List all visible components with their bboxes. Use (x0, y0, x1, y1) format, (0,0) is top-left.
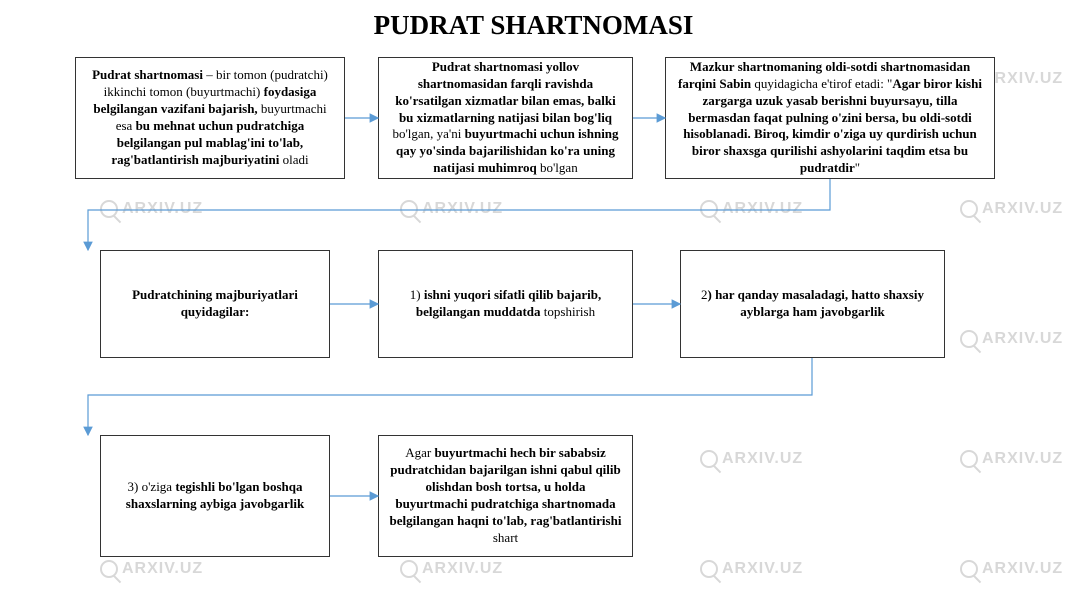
magnifier-icon (400, 200, 418, 218)
magnifier-icon (700, 450, 718, 468)
watermark-text: ARXIV.UZ (722, 200, 803, 218)
box-content: Pudrat shartnomasi – bir tomon (pudratch… (86, 67, 334, 168)
watermark-text: ARXIV.UZ (722, 560, 803, 578)
box-difference-oldisotdi: Mazkur shartnomaning oldi-sotdi shartnom… (665, 57, 995, 179)
watermark: ARXIV.UZ (960, 200, 1063, 218)
connector-elbow (88, 179, 830, 250)
box-content: 3) o'ziga tegishli bo'lgan boshqa shaxsl… (111, 479, 319, 513)
watermark-text: ARXIV.UZ (422, 200, 503, 218)
watermark-text: ARXIV.UZ (982, 450, 1063, 468)
magnifier-icon (700, 560, 718, 578)
box-obligation-1: 1) ishni yuqori sifatli qilib bajarib, b… (378, 250, 633, 358)
watermark: ARXIV.UZ (960, 560, 1063, 578)
watermark-text: ARXIV.UZ (122, 560, 203, 578)
watermark: ARXIV.UZ (100, 200, 203, 218)
watermark: ARXIV.UZ (960, 330, 1063, 348)
watermark: ARXIV.UZ (700, 200, 803, 218)
magnifier-icon (960, 330, 978, 348)
watermark: ARXIV.UZ (700, 450, 803, 468)
page-title: PUDRAT SHARTNOMASI (0, 10, 1067, 41)
magnifier-icon (960, 560, 978, 578)
magnifier-icon (700, 200, 718, 218)
box-content: 2) har qanday masaladagi, hatto shaxsiy … (691, 287, 934, 321)
connector-elbow (88, 358, 812, 435)
box-content: Pudratchining majburiyatlari quyidagilar… (111, 287, 319, 321)
watermark-text: ARXIV.UZ (722, 450, 803, 468)
watermark-text: ARXIV.UZ (982, 330, 1063, 348)
box-obligations-header: Pudratchining majburiyatlari quyidagilar… (100, 250, 330, 358)
watermark: ARXIV.UZ (960, 450, 1063, 468)
magnifier-icon (100, 200, 118, 218)
watermark: ARXIV.UZ (100, 560, 203, 578)
watermark-text: ARXIV.UZ (982, 200, 1063, 218)
box-obligation-2: 2) har qanday masaladagi, hatto shaxsiy … (680, 250, 945, 358)
box-content: Pudrat shartnomasi yollov shartnomasidan… (389, 59, 622, 177)
magnifier-icon (960, 450, 978, 468)
watermark-text: ARXIV.UZ (122, 200, 203, 218)
magnifier-icon (100, 560, 118, 578)
magnifier-icon (960, 200, 978, 218)
box-obligation-3: 3) o'ziga tegishli bo'lgan boshqa shaxsl… (100, 435, 330, 557)
box-definition: Pudrat shartnomasi – bir tomon (pudratch… (75, 57, 345, 179)
box-difference-yollov: Pudrat shartnomasi yollov shartnomasidan… (378, 57, 633, 179)
watermark: ARXIV.UZ (400, 200, 503, 218)
watermark-text: ARXIV.UZ (422, 560, 503, 578)
box-content: Agar buyurtmachi hech bir sababsiz pudra… (389, 445, 622, 546)
watermark-text: ARXIV.UZ (982, 560, 1063, 578)
box-consequence: Agar buyurtmachi hech bir sababsiz pudra… (378, 435, 633, 557)
watermark: ARXIV.UZ (400, 560, 503, 578)
watermark: ARXIV.UZ (700, 560, 803, 578)
box-content: Mazkur shartnomaning oldi-sotdi shartnom… (676, 59, 984, 177)
magnifier-icon (400, 560, 418, 578)
box-content: 1) ishni yuqori sifatli qilib bajarib, b… (389, 287, 622, 321)
